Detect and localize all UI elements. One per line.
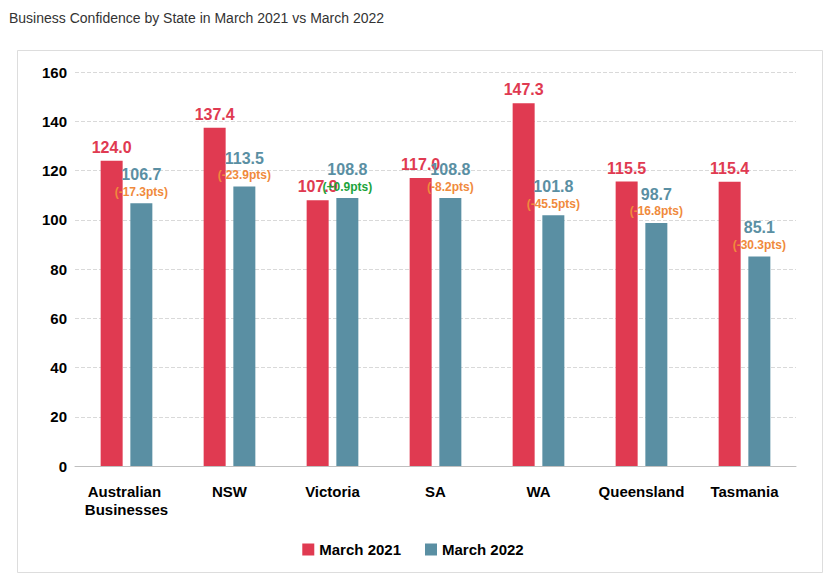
svg-text:March 2021: March 2021 xyxy=(319,541,401,558)
svg-text:106.7: 106.7 xyxy=(121,166,161,183)
svg-text:(-30.3pts): (-30.3pts) xyxy=(733,238,786,252)
svg-text:(-17.3pts): (-17.3pts) xyxy=(115,185,168,199)
svg-text:NSW: NSW xyxy=(212,483,248,500)
svg-text:137.4: 137.4 xyxy=(195,106,235,123)
svg-text:60: 60 xyxy=(50,310,67,327)
svg-text:85.1: 85.1 xyxy=(744,219,775,236)
svg-text:80: 80 xyxy=(50,261,67,278)
svg-text:147.3: 147.3 xyxy=(504,81,544,98)
svg-text:108.8: 108.8 xyxy=(430,161,470,178)
svg-text:Australian: Australian xyxy=(88,483,166,500)
svg-text:(-23.9pts): (-23.9pts) xyxy=(218,168,271,182)
svg-text:117.0: 117.0 xyxy=(401,155,441,173)
svg-text:(-8.2pts): (-8.2pts) xyxy=(427,180,474,194)
svg-text:115.4: 115.4 xyxy=(710,160,749,177)
svg-text:0: 0 xyxy=(59,458,67,475)
svg-text:(-45.5pts): (-45.5pts) xyxy=(527,197,580,211)
svg-text:SA: SA xyxy=(425,483,446,500)
svg-text:120: 120 xyxy=(42,162,67,179)
svg-text:40: 40 xyxy=(50,359,67,376)
svg-text:WA: WA xyxy=(526,483,550,500)
svg-text:Businesses: Businesses xyxy=(85,501,168,518)
svg-text:115.5: 115.5 xyxy=(607,160,646,177)
svg-text:Tasmania: Tasmania xyxy=(710,483,779,500)
svg-text:107.9: 107.9 xyxy=(297,178,338,196)
svg-text:20: 20 xyxy=(50,408,67,425)
svg-text:140: 140 xyxy=(42,113,67,130)
svg-text:(+0.9pts): (+0.9pts) xyxy=(323,180,373,194)
svg-text:108.8: 108.8 xyxy=(327,161,367,178)
svg-text:Victoria: Victoria xyxy=(305,483,360,500)
svg-text:(-16.8pts): (-16.8pts) xyxy=(630,204,683,218)
svg-text:100: 100 xyxy=(42,211,67,228)
svg-text:113.5: 113.5 xyxy=(225,150,264,167)
svg-text:Queensland: Queensland xyxy=(599,483,685,500)
svg-text:160: 160 xyxy=(42,64,67,81)
svg-text:101.8: 101.8 xyxy=(533,178,573,195)
svg-text:124.0: 124.0 xyxy=(92,139,132,156)
svg-text:98.7: 98.7 xyxy=(641,186,672,203)
svg-text:Business Confidence by State i: Business Confidence by State in March 20… xyxy=(9,10,384,26)
svg-text:March 2022: March 2022 xyxy=(442,541,524,558)
